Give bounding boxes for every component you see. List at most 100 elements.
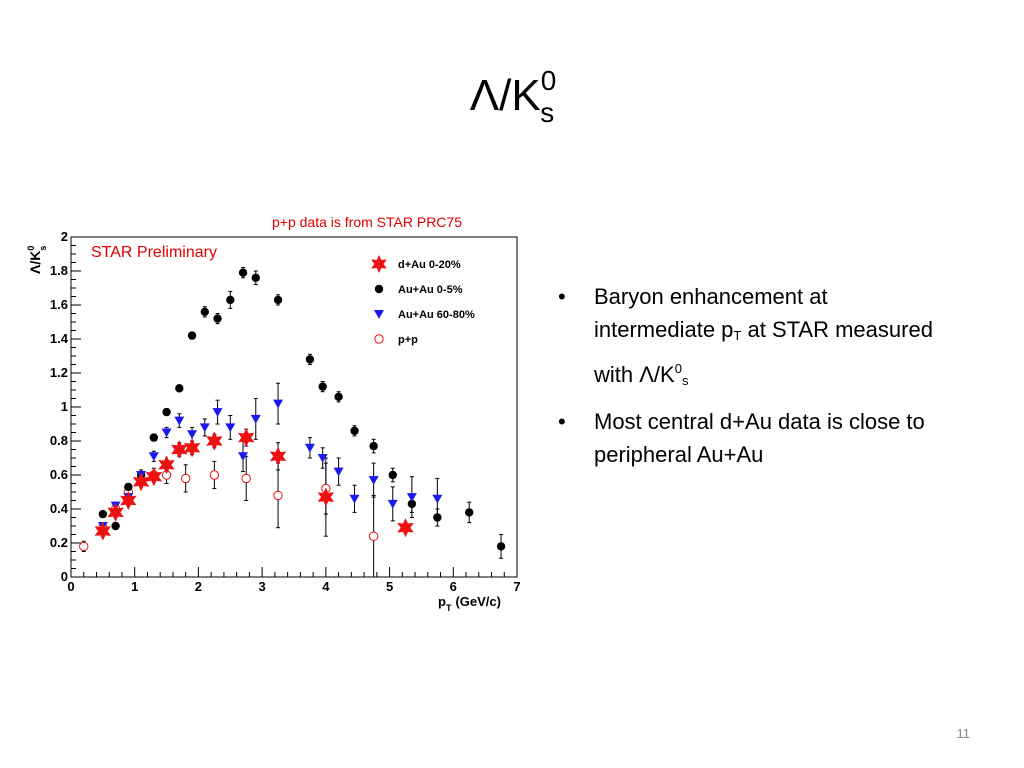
y-tick-label: 1.4	[50, 331, 69, 346]
bullet-dot-icon: •	[558, 284, 566, 309]
data-point-triangle-down	[432, 494, 443, 504]
y-tick-label: 1.6	[50, 297, 68, 312]
bullet-1-line-3-sup: 0	[674, 361, 682, 376]
data-point-star	[317, 487, 335, 507]
data-point-circle-open	[79, 541, 89, 552]
data-point-circle-filled	[388, 470, 397, 480]
slide-title-main: Λ/K	[469, 71, 541, 120]
y-axis-label: Λ/K0 s	[26, 246, 48, 274]
data-point-circle-filled	[433, 513, 442, 522]
data-point-star	[183, 438, 201, 458]
data-point-triangle-down	[368, 476, 379, 485]
bullet-1-line-2-sub: T	[733, 328, 742, 343]
data-point-star	[94, 521, 112, 541]
data-point-circle-filled	[124, 482, 133, 492]
data-point-circle-open	[273, 490, 283, 501]
data-point-circle-filled	[238, 268, 248, 277]
data-source-note: p+p data is from STAR PRC75	[272, 214, 462, 230]
data-point-circle-filled	[350, 426, 359, 435]
x-tick-label: 6	[450, 579, 457, 594]
x-tick-label: 0	[67, 579, 74, 594]
data-point-circle-filled	[149, 433, 159, 442]
bullet-list: • Baryon enhancement at intermediate pT …	[558, 280, 1008, 479]
y-tick-label: 1.2	[50, 365, 68, 380]
x-axis-label: pT (GeV/c)	[438, 594, 501, 613]
data-point-triangle-down	[212, 408, 223, 417]
data-point-star	[107, 502, 124, 523]
bullet-1-line-3-pre: with Λ/K	[594, 362, 675, 387]
slide-title: Λ/K0s	[0, 65, 1024, 131]
y-tick-label: 0.8	[50, 433, 68, 448]
page-number: 11	[956, 726, 971, 741]
data-point-star	[397, 518, 414, 538]
legend-label: Au+Au 60-80%	[398, 309, 475, 321]
chart-ticks: 0 1 2 3 4 5 6 7 0 0.2 0.4 0.6 0.8 1 1.2 1.4 1.6 1.8 2	[50, 229, 521, 594]
data-point-circle-open	[241, 473, 251, 484]
data-point-circle-open	[368, 531, 379, 541]
data-point-circle-filled	[213, 314, 222, 323]
data-point-triangle-down	[161, 428, 172, 438]
data-point-triangle-down	[148, 452, 159, 462]
x-tick-label: 2	[195, 579, 202, 594]
legend-marker-triangle-down	[374, 310, 384, 319]
chart-labels: STAR Preliminary Λ/K0 s pT (GeV/c)	[26, 244, 501, 613]
chart: 0 1 2 3 4 5 6 7 0 0.2 0.4 0.6 0.8 1 1.2 1.4 1.6 1.8 2 d+Au…	[22, 228, 528, 618]
legend-marker-circle-open	[374, 334, 384, 344]
plot-frame	[70, 236, 518, 578]
data-point-circle-filled	[187, 331, 197, 340]
data-point-circle-filled	[251, 273, 260, 282]
data-point-circle-filled	[369, 441, 378, 451]
legend-marker-star	[371, 254, 387, 274]
bullet-dot-icon: •	[558, 409, 566, 434]
data-point-circle-filled	[273, 295, 283, 305]
bullet-1-line-2-post: at STAR measured	[741, 317, 933, 342]
chart-annotation: STAR Preliminary	[91, 244, 217, 261]
bullet-2-text: Most central d+Au data is close to perip…	[594, 409, 925, 467]
data-point-circle-filled	[407, 499, 417, 509]
y-tick-label: 1	[61, 399, 68, 414]
data-point-circle-filled	[496, 542, 506, 551]
bullet-item-central-dau: • Most central d+Au data is close to per…	[558, 405, 1008, 471]
chart-points	[79, 268, 506, 552]
legend-label: Au+Au 0-5%	[398, 284, 463, 296]
data-point-star	[206, 431, 223, 451]
slide-title-superscript: 0	[540, 65, 557, 96]
data-point-star	[145, 467, 163, 487]
data-point-star	[237, 427, 255, 448]
chart-svg: 0 1 2 3 4 5 6 7 0 0.2 0.4 0.6 0.8 1 1.2 1.4 1.6 1.8 2 d+Au…	[26, 229, 521, 613]
data-point-circle-filled	[334, 392, 343, 401]
y-tick-label: 2	[61, 229, 68, 244]
data-point-triangle-down	[317, 454, 328, 463]
data-point-circle-filled	[175, 384, 184, 393]
data-point-triangle-down	[174, 416, 185, 426]
x-tick-label: 3	[259, 579, 266, 594]
chart-frame	[70, 236, 518, 578]
data-point-triangle-down	[333, 467, 344, 477]
data-point-circle-filled	[226, 295, 235, 305]
legend-label: p+p	[398, 334, 418, 346]
x-tick-label: 7	[513, 579, 520, 594]
data-point-circle-filled	[465, 508, 474, 517]
data-point-triangle-down	[238, 452, 249, 462]
x-tick-label: 1	[131, 579, 138, 594]
data-point-triangle-down	[387, 499, 398, 509]
data-point-star	[158, 455, 175, 475]
data-point-triangle-down	[199, 423, 210, 433]
y-tick-label: 1.8	[50, 263, 68, 278]
data-point-triangle-down	[187, 430, 198, 439]
data-point-star	[120, 490, 137, 511]
data-point-triangle-down	[273, 399, 284, 409]
data-point-circle-filled	[305, 355, 315, 364]
bullet-1-line-3-sub: s	[681, 373, 689, 388]
data-point-circle-open	[209, 470, 220, 480]
data-point-circle-filled	[111, 521, 120, 531]
data-point-triangle-down	[225, 423, 236, 433]
data-point-triangle-down	[349, 494, 360, 504]
y-tick-label: 0.4	[50, 501, 69, 516]
y-tick-label: 0.6	[50, 467, 68, 482]
data-point-circle-open	[180, 473, 191, 484]
y-tick-label: 0.2	[50, 535, 68, 550]
data-point-triangle-down	[304, 443, 315, 453]
bullet-1-line-1: Baryon enhancement at	[594, 284, 828, 309]
data-point-triangle-down	[406, 493, 417, 502]
